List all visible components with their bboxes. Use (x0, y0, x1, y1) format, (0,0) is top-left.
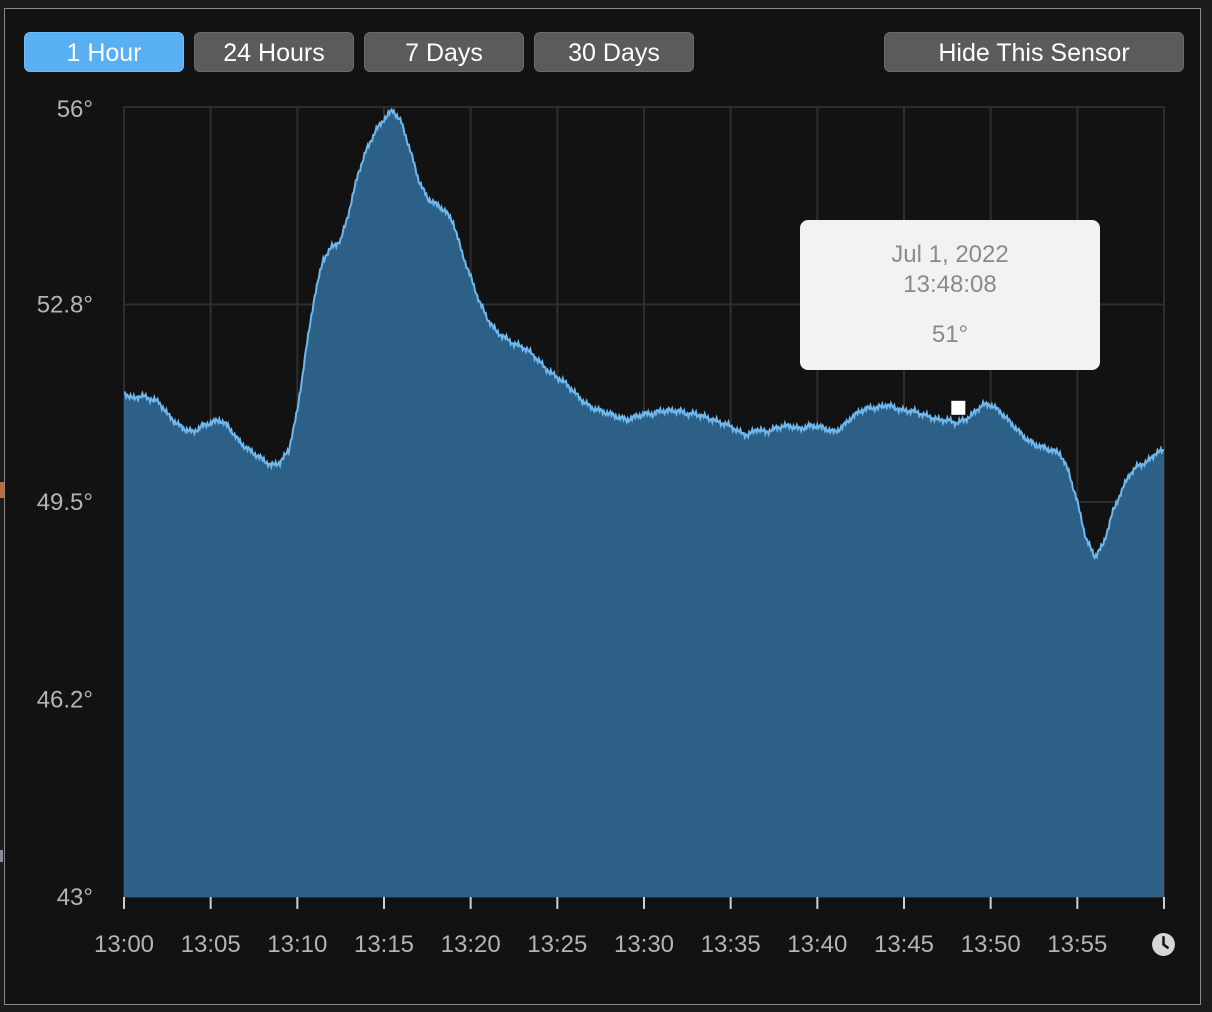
temperature-line (123, 107, 1165, 561)
hide-sensor-button[interactable]: Hide This Sensor (884, 32, 1184, 72)
y-tick-label: 56° (57, 96, 93, 123)
x-tick-label: 13:05 (181, 931, 241, 958)
tooltip-value: 51° (931, 321, 969, 348)
tooltip-time: 13:48:08 (903, 271, 997, 298)
edge-marker-gray (0, 850, 3, 862)
y-tick-label: 46.2° (37, 687, 93, 714)
x-tick-label: 13:50 (961, 931, 1021, 958)
x-tick-label: 13:35 (701, 931, 761, 958)
x-tick-label: 13:10 (267, 931, 327, 958)
tooltip-date: Jul 1, 2022 (891, 241, 1009, 268)
y-tick-label: 52.8° (37, 292, 93, 319)
hover-tooltip: Jul 1, 2022 13:48:08 51° (800, 220, 1100, 370)
range-24-hours-button[interactable]: 24 Hours (194, 32, 354, 72)
x-tick-label: 13:30 (614, 931, 674, 958)
x-tick-label: 13:55 (1047, 931, 1107, 958)
x-tick-label: 13:00 (94, 931, 154, 958)
range-30-days-button[interactable]: 30 Days (534, 32, 694, 72)
range-1-hour-button[interactable]: 1 Hour (24, 32, 184, 72)
y-tick-label: 43° (57, 884, 93, 911)
edge-marker-orange (0, 482, 4, 498)
x-tick-label: 13:20 (441, 931, 501, 958)
y-tick-label: 49.5° (37, 489, 93, 516)
x-tick-label: 13:45 (874, 931, 934, 958)
temperature-area (124, 109, 1164, 898)
hover-point-marker (951, 400, 966, 415)
x-tick-label: 13:40 (787, 931, 847, 958)
x-tick-label: 13:15 (354, 931, 414, 958)
x-tick-label: 13:25 (527, 931, 587, 958)
clock-icon[interactable] (1151, 932, 1176, 957)
range-7-days-button[interactable]: 7 Days (364, 32, 524, 72)
